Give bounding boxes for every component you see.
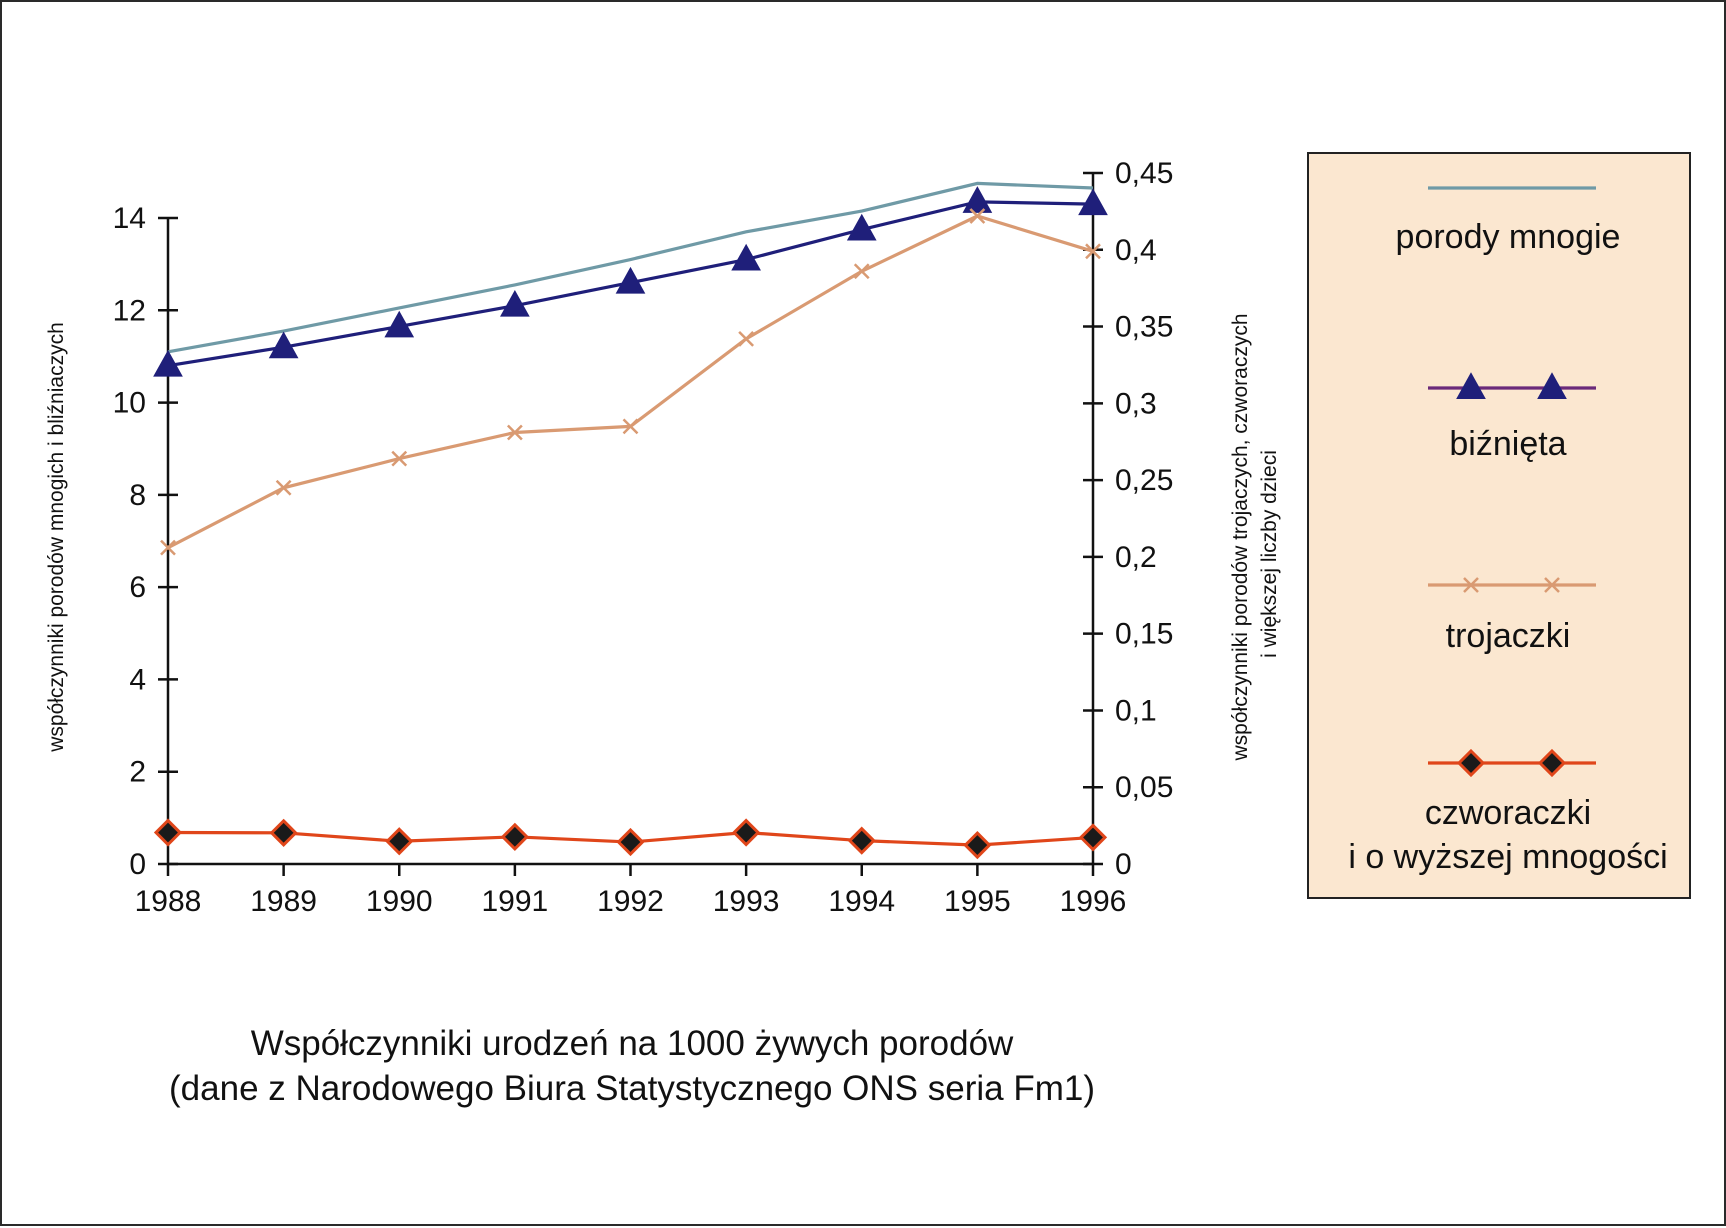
- left-y-tick-label: 8: [129, 479, 146, 512]
- legend-marker-2: [1537, 372, 1567, 399]
- labels: współczynniki porodów mnogich i bliźniac…: [45, 314, 1281, 1109]
- left-y-tick-label: 14: [113, 202, 146, 235]
- series-3-point: [391, 450, 408, 467]
- series-1: [167, 181, 1094, 354]
- right-y-tick-label: 0,2: [1115, 541, 1157, 574]
- right-y-tick-label: 0,35: [1115, 311, 1173, 344]
- series-4-point: [153, 818, 183, 847]
- series-3-point: [506, 424, 523, 441]
- legend-marker-4: [1456, 748, 1486, 778]
- series-2-point: [153, 349, 183, 377]
- series-2-point: [268, 331, 299, 359]
- series-2-point: [500, 289, 530, 317]
- legend-label-4: i o wyższej mnogości: [1348, 838, 1667, 876]
- legend-label-2: biźnięta: [1449, 425, 1566, 463]
- legend-label-1: porody mnogie: [1396, 218, 1621, 256]
- right-y-tick-label: 0,4: [1115, 234, 1157, 267]
- series-4-point: [847, 826, 876, 855]
- x-tick-label: 1988: [135, 885, 202, 918]
- caption-line-2: (dane z Narodowego Biura Statystycznego …: [169, 1069, 1095, 1108]
- right-y-tick-label: 0,1: [1115, 694, 1157, 727]
- series-4-point: [385, 827, 414, 856]
- series-3-point: [1085, 243, 1101, 260]
- left-y-tick-label: 2: [129, 756, 146, 789]
- series-3-point: [853, 263, 870, 280]
- right-axis-label-line-1: współczynniki porodów trojaczych, czwora…: [1229, 314, 1252, 762]
- series-3-line: [167, 214, 1094, 550]
- x-tick-label: 1990: [366, 885, 433, 918]
- series-4: [153, 818, 1108, 860]
- series-2: [153, 186, 1108, 377]
- x-tick-label: 1996: [1060, 885, 1127, 918]
- x-tick-label: 1995: [944, 885, 1011, 918]
- series-4-point: [269, 818, 298, 847]
- caption-line-1: Współczynniki urodzeń na 1000 żywych por…: [251, 1024, 1014, 1063]
- series-2-point: [846, 213, 877, 241]
- series-2-point: [1078, 188, 1108, 216]
- series-2-point: [731, 243, 761, 271]
- right-y-tick-label: 0,15: [1115, 618, 1173, 651]
- right-axis-label-line-2: i większej liczby dzieci: [1258, 450, 1281, 658]
- legend-marker-3: [1463, 577, 1479, 593]
- legend-marker-4: [1537, 748, 1567, 778]
- series-3-point: [738, 330, 755, 347]
- series-2-point: [384, 310, 415, 338]
- series-4-point: [732, 818, 761, 847]
- series-3-point: [969, 208, 986, 224]
- series-2-point: [615, 266, 646, 294]
- left-y-tick-label: 6: [129, 571, 146, 604]
- series-3-point: [275, 479, 292, 496]
- series-3: [160, 208, 1101, 556]
- series-4-point: [500, 822, 529, 851]
- legend-box: [1307, 152, 1691, 899]
- legend-label-4: czworaczki: [1425, 794, 1591, 832]
- x-tick-label: 1989: [250, 885, 317, 918]
- right-y-tick-label: 0,45: [1115, 157, 1173, 190]
- series-group: [153, 181, 1108, 860]
- left-y-tick-label: 0: [129, 848, 146, 881]
- series-4-point: [963, 830, 992, 860]
- x-tick-label: 1994: [828, 885, 895, 918]
- legend-marker-3: [1544, 577, 1560, 593]
- left-y-tick-label: 12: [113, 294, 146, 327]
- x-tick-label: 1991: [482, 885, 549, 918]
- series-3-point: [160, 539, 176, 556]
- left-y-tick-label: 4: [129, 663, 146, 696]
- legend-label-3: trojaczki: [1446, 617, 1571, 655]
- legend: porody mnogie biźnięta trojaczki czworaczki…: [1307, 152, 1691, 899]
- series-1-line: [167, 181, 1094, 354]
- series-3-point: [622, 418, 639, 435]
- left-axis-label: współczynniki porodów mnogich i bliźniac…: [45, 322, 68, 753]
- left-y-tick-label: 10: [113, 387, 146, 420]
- legend-marker-2: [1456, 372, 1486, 399]
- right-y-tick-label: 0: [1115, 848, 1132, 881]
- right-y-tick-label: 0,05: [1115, 771, 1173, 804]
- x-tick-label: 1992: [597, 885, 664, 918]
- right-y-tick-label: 0,25: [1115, 464, 1173, 497]
- x-tick-label: 1993: [713, 885, 780, 918]
- series-4-point: [616, 827, 645, 857]
- axes: 0 2 4 6 8 10 12 14 0 0,05 0,1 0,15 0,2 0,25 0,3 0,35 0,4…: [113, 157, 1174, 918]
- series-4-point: [1078, 823, 1108, 852]
- right-y-tick-label: 0,3: [1115, 387, 1157, 420]
- series-2-point: [962, 186, 993, 213]
